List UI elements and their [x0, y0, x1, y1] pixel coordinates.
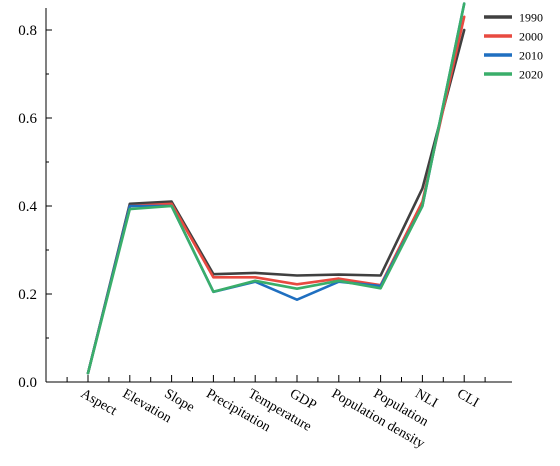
legend-label: 2010: [519, 49, 543, 63]
y-tick-label: 0.2: [18, 287, 37, 303]
legend: 1990 2000 2010 2020: [484, 11, 543, 82]
axes: [45, 8, 512, 383]
y-axis-ticks: 0.0 0.2 0.4 0.6 0.8: [18, 23, 52, 391]
series-group: [86, 2, 466, 375]
y-tick-label: 0.6: [18, 111, 37, 127]
y-tick-label: 0.8: [18, 23, 37, 39]
x-tick-label: CLI: [454, 386, 481, 410]
x-tick-label: Aspect: [78, 386, 119, 418]
series-line-2000: [86, 15, 466, 375]
y-tick-label: 0.0: [18, 375, 37, 391]
legend-label: 2020: [519, 68, 543, 82]
y-tick-label: 0.4: [18, 199, 37, 215]
legend-label: 2000: [519, 30, 543, 44]
legend-label: 1990: [519, 11, 543, 25]
series-line-1990: [86, 28, 466, 375]
series-line-2010: [86, 2, 466, 375]
series-line-2020: [86, 2, 466, 375]
